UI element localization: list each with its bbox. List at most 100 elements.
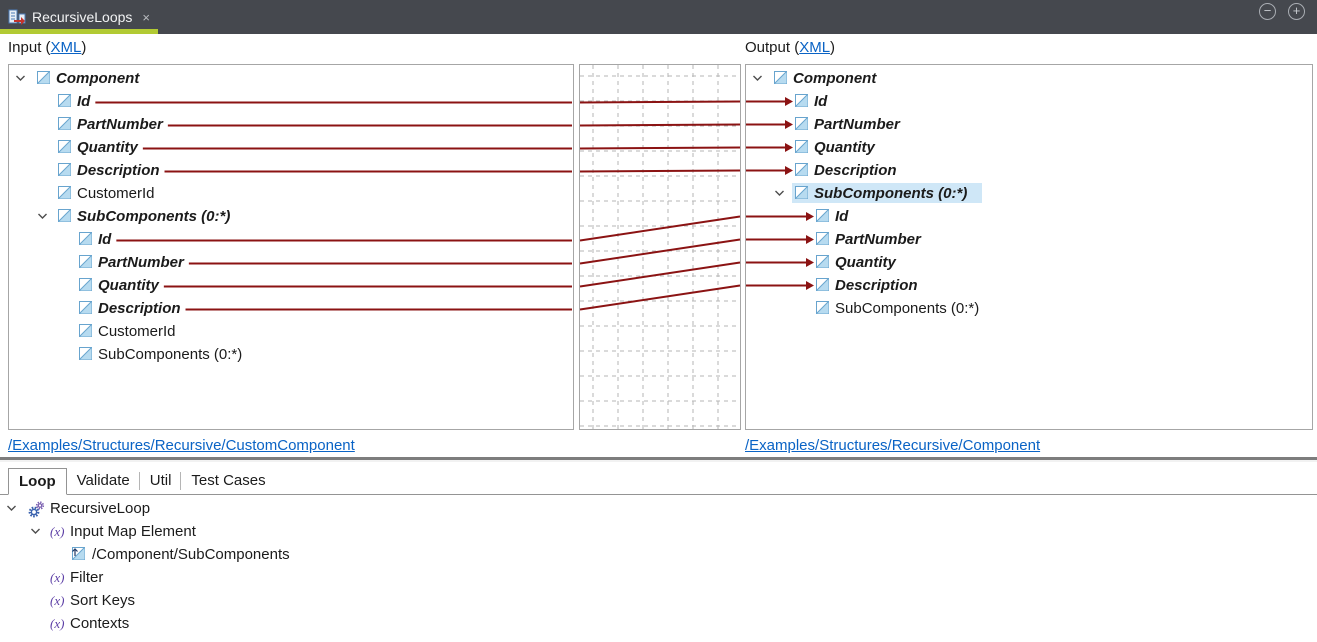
input-node-id[interactable]: Id: [9, 90, 573, 113]
selected-row-highlight: [792, 183, 983, 203]
zoom-out-button[interactable]: −: [1259, 3, 1276, 20]
node-label: Description: [98, 300, 181, 317]
node-label: RecursiveLoop: [50, 500, 151, 517]
function-icon: (x): [50, 524, 65, 539]
gears-icon: [28, 501, 45, 518]
element-icon: [58, 209, 71, 222]
node-label: Quantity: [835, 254, 896, 271]
output-node-partnumber[interactable]: PartNumber: [746, 113, 1312, 136]
element-icon: [79, 347, 92, 360]
output-pane-header: Output (XML): [745, 39, 836, 56]
element-icon: [58, 140, 71, 153]
node-label: CustomerId: [98, 323, 176, 340]
node-label: Input Map Element: [70, 523, 196, 540]
document-tab-recursiveloops[interactable]: RecursiveLoops ×: [0, 0, 158, 34]
input-node-description[interactable]: Description: [9, 159, 573, 182]
output-node-partnumber[interactable]: PartNumber: [746, 228, 1312, 251]
chevron-down-icon[interactable]: [752, 75, 763, 82]
horizontal-splitter[interactable]: [0, 456, 1317, 462]
tab-title: RecursiveLoops: [32, 9, 133, 25]
node-label: Id: [98, 231, 112, 248]
loop-tree-node-filter[interactable]: (x) Filter: [0, 566, 1317, 589]
input-node-customerid[interactable]: CustomerId: [9, 182, 573, 205]
element-icon: [816, 209, 829, 222]
node-label: Component: [56, 70, 140, 87]
chevron-down-icon[interactable]: [6, 505, 17, 512]
element-icon: [58, 163, 71, 176]
node-label: Id: [835, 208, 849, 225]
chevron-down-icon[interactable]: [774, 190, 785, 197]
input-node-quantity[interactable]: Quantity: [9, 136, 573, 159]
tab-test-cases[interactable]: Test Cases: [191, 472, 266, 489]
output-node-subcomponents-0[interactable]: SubComponents (0:*): [746, 182, 1312, 205]
close-icon[interactable]: ×: [142, 9, 150, 25]
node-label: CustomerId: [77, 185, 155, 202]
loop-tree-node-recursiveloop[interactable]: RecursiveLoop: [0, 497, 1317, 520]
loop-tree-node-component-subcomponents[interactable]: /Component/SubComponents: [0, 543, 1317, 566]
output-node-id[interactable]: Id: [746, 205, 1312, 228]
input-node-partnumber[interactable]: PartNumber: [9, 251, 573, 274]
node-label: Contexts: [70, 615, 130, 632]
input-node-id[interactable]: Id: [9, 228, 573, 251]
input-node-description[interactable]: Description: [9, 297, 573, 320]
element-icon: [795, 94, 808, 107]
element-icon: [58, 117, 71, 130]
node-label: Quantity: [814, 139, 875, 156]
input-xml-link[interactable]: XML: [50, 39, 82, 56]
chevron-down-icon[interactable]: [30, 528, 41, 535]
element-icon: [795, 186, 808, 199]
input-structure-link[interactable]: /Examples/Structures/Recursive/CustomCom…: [8, 437, 355, 454]
input-node-component[interactable]: Component: [9, 67, 573, 90]
output-structure-link[interactable]: /Examples/Structures/Recursive/Component: [745, 437, 1041, 454]
bottom-tab-strip: Loop Validate Util Test Cases: [0, 468, 1317, 495]
input-node-subcomponents-0[interactable]: SubComponents (0:*): [9, 205, 573, 228]
mapped-node-icon: [72, 547, 85, 560]
node-label: SubComponents (0:*): [98, 346, 243, 363]
output-node-subcomponents-0[interactable]: SubComponents (0:*): [746, 297, 1312, 320]
input-node-subcomponents-0[interactable]: SubComponents (0:*): [9, 343, 573, 366]
tab-validate[interactable]: Validate: [67, 468, 140, 494]
output-schema-panel: Component Id PartNumber Quantity Description…: [745, 64, 1313, 430]
tab-loop[interactable]: Loop: [8, 468, 67, 495]
node-label: PartNumber: [77, 116, 163, 133]
output-node-component[interactable]: Component: [746, 67, 1312, 90]
element-icon: [795, 140, 808, 153]
loop-tree-node-sort-keys[interactable]: (x) Sort Keys: [0, 589, 1317, 612]
input-node-partnumber[interactable]: PartNumber: [9, 113, 573, 136]
chevron-down-icon[interactable]: [15, 75, 26, 82]
node-label: SubComponents (0:*): [814, 185, 968, 202]
output-xml-link[interactable]: XML: [799, 39, 831, 56]
node-label: Description: [835, 277, 918, 294]
element-icon: [37, 71, 50, 84]
node-label: PartNumber: [98, 254, 184, 271]
element-icon: [816, 301, 829, 314]
node-label: Quantity: [98, 277, 159, 294]
loop-tree-node-contexts[interactable]: (x) Contexts: [0, 612, 1317, 635]
output-node-quantity[interactable]: Quantity: [746, 251, 1312, 274]
title-bar: RecursiveLoops × − +: [0, 0, 1317, 34]
input-schema-panel: Component Id PartNumber Quantity Description…: [8, 64, 574, 430]
node-label: Id: [77, 93, 91, 110]
zoom-in-button[interactable]: +: [1288, 3, 1305, 20]
element-icon: [79, 232, 92, 245]
input-pane-header: Input (XML): [8, 39, 87, 56]
node-label: Description: [77, 162, 160, 179]
node-label: SubComponents (0:*): [835, 300, 980, 317]
node-label: PartNumber: [835, 231, 921, 248]
output-node-id[interactable]: Id: [746, 90, 1312, 113]
tab-util[interactable]: Util: [140, 468, 182, 494]
output-node-description[interactable]: Description: [746, 274, 1312, 297]
loop-tree-node-input-map-element[interactable]: (x) Input Map Element: [0, 520, 1317, 543]
element-icon: [816, 278, 829, 291]
element-icon: [795, 117, 808, 130]
function-icon: (x): [50, 593, 65, 608]
element-icon: [79, 324, 92, 337]
node-label: Quantity: [77, 139, 138, 156]
input-node-customerid[interactable]: CustomerId: [9, 320, 573, 343]
output-node-quantity[interactable]: Quantity: [746, 136, 1312, 159]
element-icon: [795, 163, 808, 176]
node-label: /Component/SubComponents: [92, 546, 290, 563]
input-node-quantity[interactable]: Quantity: [9, 274, 573, 297]
chevron-down-icon[interactable]: [37, 213, 48, 220]
output-node-description[interactable]: Description: [746, 159, 1312, 182]
